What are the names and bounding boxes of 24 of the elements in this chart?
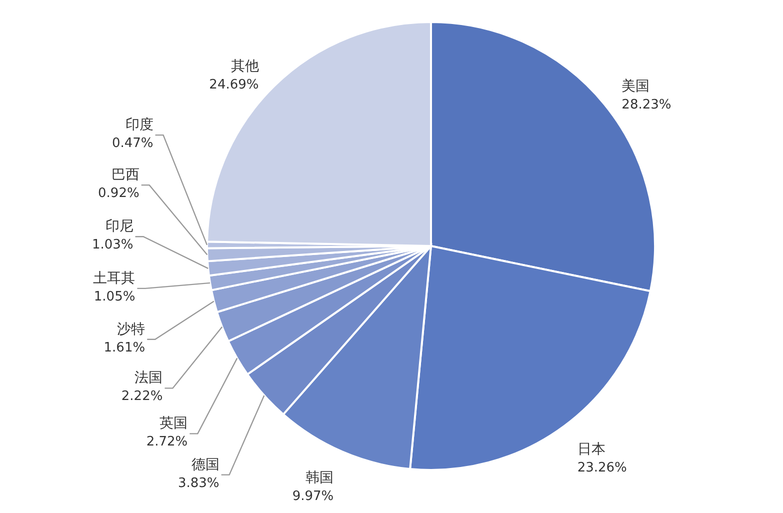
slice-label: 其他	[230, 58, 259, 74]
data-label: 1.05%	[94, 289, 136, 304]
data-label: 0.47%	[112, 136, 154, 152]
data-label: 1.03%	[92, 238, 134, 253]
slice-label: 日本	[577, 442, 606, 458]
data-label: 2.22%	[121, 389, 163, 404]
slice-label: 美国	[622, 78, 650, 95]
data-label: 9.97%	[292, 488, 334, 504]
slice-label: 沙特	[117, 321, 146, 338]
data-label: 0.92%	[98, 186, 140, 202]
slice-label: 印度	[125, 117, 154, 134]
slice-label: 韩国	[306, 470, 334, 486]
data-label: 2.72%	[146, 434, 188, 450]
data-label: 23.26%	[577, 460, 627, 476]
data-label: 24.69%	[209, 77, 259, 92]
slice-label: 土耳其	[93, 270, 136, 286]
data-label: 1.61%	[104, 340, 146, 356]
slice-label: 法国	[134, 370, 163, 386]
slice-label: 印尼	[105, 218, 134, 235]
slice-label: 德国	[191, 456, 220, 473]
data-label: 28.23%	[622, 98, 672, 113]
data-label: 3.83%	[178, 476, 220, 491]
slice-label: 英国	[160, 416, 188, 432]
slice-label: 巴西	[111, 167, 140, 184]
